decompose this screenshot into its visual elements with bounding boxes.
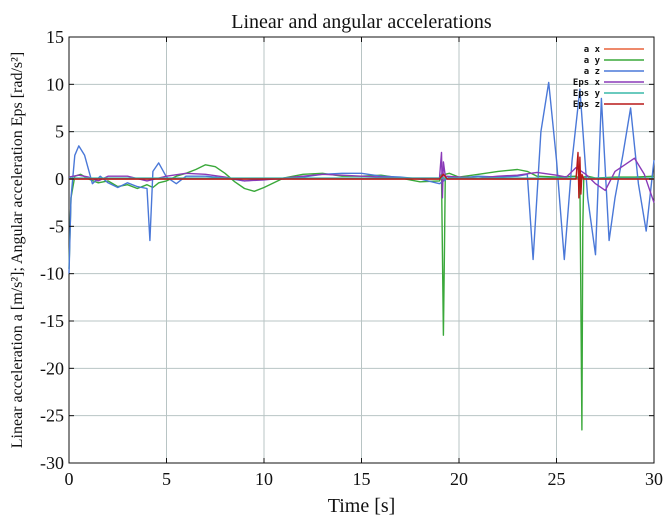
y-axis-label: Linear acceleration a [m/s²]; Angular ac… bbox=[9, 52, 26, 449]
y-tick-label: -25 bbox=[40, 406, 64, 426]
x-tick-label: 10 bbox=[255, 469, 273, 489]
x-tick-label: 25 bbox=[548, 469, 566, 489]
y-tick-label: -10 bbox=[40, 264, 64, 284]
legend-label: Eps z bbox=[573, 100, 600, 110]
ticks: 0 5 10 15 20 25 30 15 10 5 0 -5 -10 -15 -20 -25 -30 bbox=[40, 27, 663, 489]
y-tick-label: 0 bbox=[55, 169, 64, 189]
y-tick-label: -15 bbox=[40, 311, 64, 331]
y-tick-label: 10 bbox=[46, 74, 64, 94]
grid bbox=[69, 37, 654, 463]
y-tick-label: 15 bbox=[46, 27, 64, 47]
legend-label: Eps x bbox=[573, 78, 601, 88]
series-layer bbox=[68, 81, 655, 431]
legend-label: a x bbox=[584, 45, 601, 55]
legend-label: a z bbox=[584, 67, 600, 77]
y-tick-label: 5 bbox=[55, 122, 64, 142]
y-tick-label: -30 bbox=[40, 453, 64, 473]
x-tick-label: 30 bbox=[645, 469, 663, 489]
y-tick-label: -20 bbox=[40, 358, 64, 378]
chart-title: Linear and angular accelerations bbox=[231, 11, 492, 33]
legend-label: a y bbox=[584, 56, 601, 66]
x-tick-label: 15 bbox=[353, 469, 371, 489]
x-tick-label: 0 bbox=[65, 469, 74, 489]
series-line-eps-z bbox=[69, 151, 654, 199]
series-line-a-z bbox=[68, 81, 655, 274]
x-axis-label: Time [s] bbox=[328, 495, 396, 517]
x-tick-label: 20 bbox=[450, 469, 468, 489]
x-tick-label: 5 bbox=[162, 469, 171, 489]
y-tick-label: -5 bbox=[49, 216, 64, 236]
legend-label: Eps y bbox=[573, 89, 601, 99]
